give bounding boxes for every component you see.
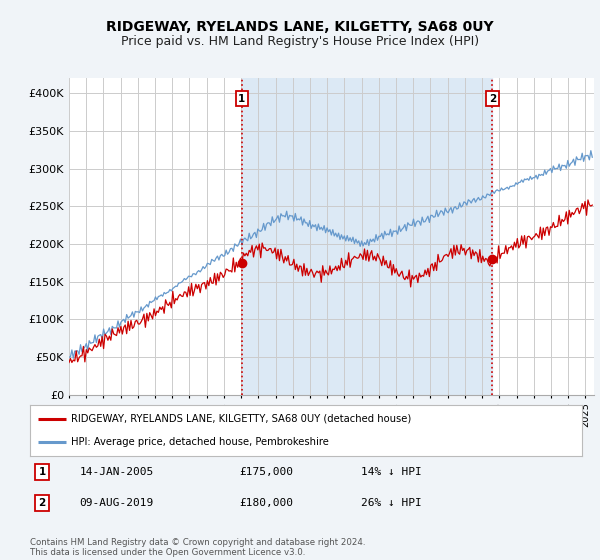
- Text: 2: 2: [489, 94, 496, 104]
- Text: 14-JAN-2005: 14-JAN-2005: [80, 467, 154, 477]
- Text: £175,000: £175,000: [240, 467, 294, 477]
- Text: Contains HM Land Registry data © Crown copyright and database right 2024.
This d: Contains HM Land Registry data © Crown c…: [30, 538, 365, 557]
- Bar: [242, 78, 493, 395]
- Text: HPI: Average price, detached house, Pembrokeshire: HPI: Average price, detached house, Pemb…: [71, 437, 329, 447]
- Text: RIDGEWAY, RYELANDS LANE, KILGETTY, SA68 0UY: RIDGEWAY, RYELANDS LANE, KILGETTY, SA68 …: [106, 20, 494, 34]
- Text: Price paid vs. HM Land Registry's House Price Index (HPI): Price paid vs. HM Land Registry's House …: [121, 35, 479, 48]
- Text: 1: 1: [38, 467, 46, 477]
- Text: RIDGEWAY, RYELANDS LANE, KILGETTY, SA68 0UY (detached house): RIDGEWAY, RYELANDS LANE, KILGETTY, SA68 …: [71, 414, 412, 424]
- Text: £180,000: £180,000: [240, 498, 294, 508]
- Text: 09-AUG-2019: 09-AUG-2019: [80, 498, 154, 508]
- Text: 1: 1: [238, 94, 245, 104]
- Text: 2: 2: [38, 498, 46, 508]
- Text: 14% ↓ HPI: 14% ↓ HPI: [361, 467, 422, 477]
- Text: 26% ↓ HPI: 26% ↓ HPI: [361, 498, 422, 508]
